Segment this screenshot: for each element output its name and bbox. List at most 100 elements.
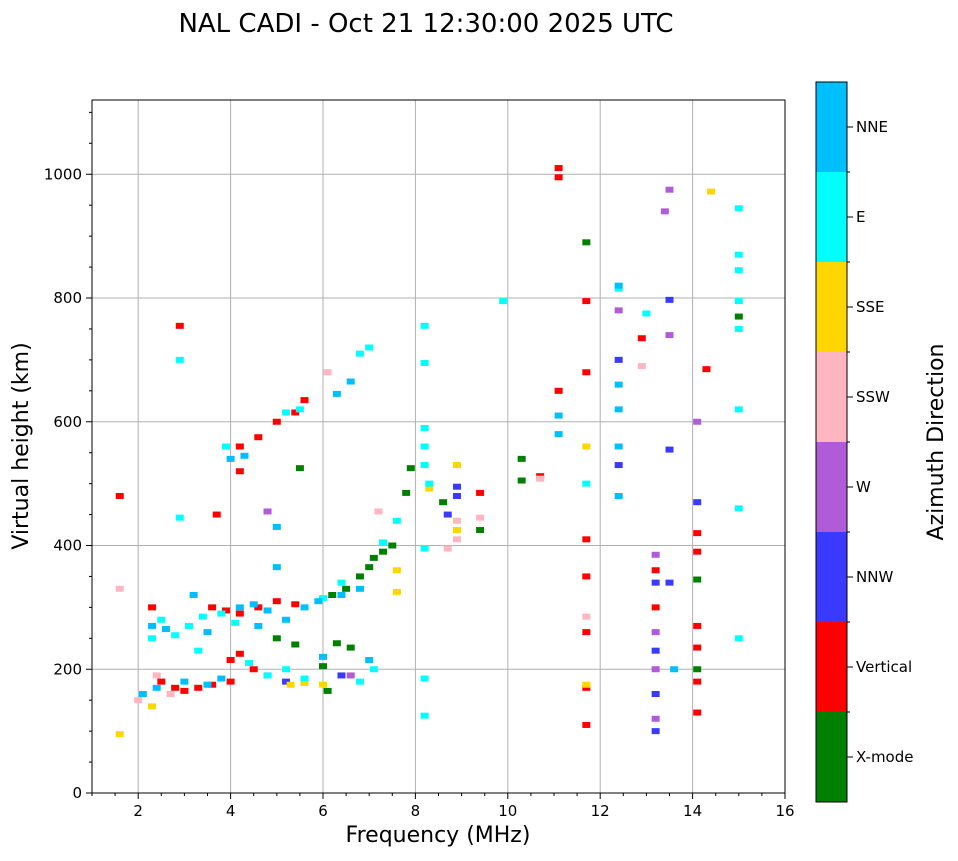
data-point-vertical — [171, 684, 180, 691]
data-point-e — [157, 616, 166, 623]
data-point-x-mode — [332, 640, 341, 647]
data-point-e — [420, 322, 429, 329]
colorbar-frame — [815, 81, 848, 803]
colorbar-label: Azimuth Direction — [924, 343, 949, 540]
chart-title: NAL CADI - Oct 21 12:30:00 2025 UTC — [178, 9, 673, 39]
data-point-x-mode — [355, 573, 364, 580]
y-tick-label: 400 — [53, 537, 82, 555]
data-point-nne — [614, 406, 623, 413]
data-point-e — [420, 462, 429, 469]
colorbar-swatch — [816, 622, 847, 712]
data-point-vertical — [582, 629, 591, 636]
data-point-vertical — [693, 530, 702, 537]
data-point-e — [369, 666, 378, 673]
data-point-vertical — [693, 644, 702, 651]
data-point-vertical — [582, 573, 591, 580]
data-point-vertical — [221, 607, 230, 614]
data-point-e — [175, 356, 184, 363]
data-point-vertical — [637, 335, 646, 342]
data-point-ssw — [134, 697, 143, 704]
data-point-e — [217, 610, 226, 617]
data-point-nne — [148, 622, 157, 629]
data-point-sse — [425, 485, 434, 492]
data-point-e — [420, 443, 429, 450]
data-point-ssw — [374, 508, 383, 515]
colorbar-swatch — [816, 352, 847, 442]
data-point-nne — [226, 455, 235, 462]
data-point-nne — [314, 598, 323, 605]
data-point-vertical — [249, 666, 258, 673]
colorbar-swatch — [816, 532, 847, 622]
data-point-vertical — [235, 610, 244, 617]
colorbar-tick-label: NNE — [856, 118, 888, 136]
y-tick-label: 600 — [53, 413, 82, 431]
grid — [92, 100, 785, 793]
colorbar-tick-label: Vertical — [856, 658, 912, 676]
data-point-e — [337, 579, 346, 586]
data-point-x-mode — [346, 644, 355, 651]
data-point-e — [734, 267, 743, 274]
data-point-nnw — [651, 647, 660, 654]
data-point-e — [420, 424, 429, 431]
data-point-nne — [263, 607, 272, 614]
data-point-vertical — [115, 493, 124, 499]
data-point-ssw — [476, 514, 485, 521]
data-point-e — [175, 514, 184, 521]
data-point-x-mode — [388, 542, 397, 549]
data-point-vertical — [291, 409, 300, 416]
colorbar-tick-label: NNW — [856, 568, 893, 586]
data-point-x-mode — [406, 465, 415, 472]
x-tick-label: 16 — [775, 802, 794, 820]
data-point-nne — [138, 691, 147, 697]
data-point-x-mode — [295, 465, 304, 472]
data-point-nne — [614, 493, 623, 499]
data-point-x-mode — [272, 635, 281, 642]
data-point-x-mode — [342, 585, 351, 592]
data-point-e — [642, 310, 651, 317]
data-point-x-mode — [734, 313, 743, 320]
data-point-sse — [707, 188, 716, 195]
data-point-nne — [614, 282, 623, 289]
data-point-x-mode — [319, 663, 327, 670]
data-point-sse — [452, 462, 461, 469]
data-point-nnw — [651, 579, 660, 586]
data-point-nnw — [651, 728, 660, 735]
data-point-e — [295, 406, 304, 413]
data-point-ssw — [582, 613, 591, 620]
data-point-e — [734, 505, 743, 512]
data-point-vertical — [175, 322, 184, 329]
data-point-vertical — [254, 604, 263, 611]
data-point-e — [420, 712, 429, 719]
data-point-nne — [300, 604, 309, 611]
x-axis-ticks: 2 4 6 8 10 12 14 16 — [91, 793, 795, 820]
data-point-x-mode — [379, 548, 388, 555]
data-point-nne — [272, 564, 281, 571]
data-point-nne — [152, 684, 161, 691]
data-point-nne — [355, 585, 364, 592]
x-tick-label: 12 — [591, 802, 610, 820]
data-point-nne — [554, 412, 563, 419]
data-point-e — [734, 205, 743, 212]
data-point-e — [221, 443, 230, 450]
data-point-e — [379, 539, 388, 546]
data-point-e — [282, 409, 291, 416]
data-point-nnw — [665, 579, 674, 586]
data-point-e — [263, 672, 272, 679]
data-point-e — [365, 344, 374, 351]
data-point-x-mode — [328, 592, 337, 598]
data-point-nne — [670, 666, 679, 673]
data-point-vertical — [702, 366, 711, 373]
colorbar-swatch — [816, 442, 847, 532]
data-point-sse — [319, 681, 327, 688]
data-point-vertical — [476, 489, 485, 496]
y-axis-label: Virtual height (km) — [9, 342, 34, 549]
data-point-sse — [582, 681, 591, 688]
data-point-nnw — [452, 483, 461, 490]
data-point-nne — [346, 378, 355, 385]
data-point-e — [425, 480, 434, 487]
data-point-e — [420, 545, 429, 552]
data-point-w — [263, 508, 272, 515]
data-point-vertical — [194, 684, 203, 691]
data-point-vertical — [272, 418, 281, 425]
data-point-w — [614, 307, 623, 314]
